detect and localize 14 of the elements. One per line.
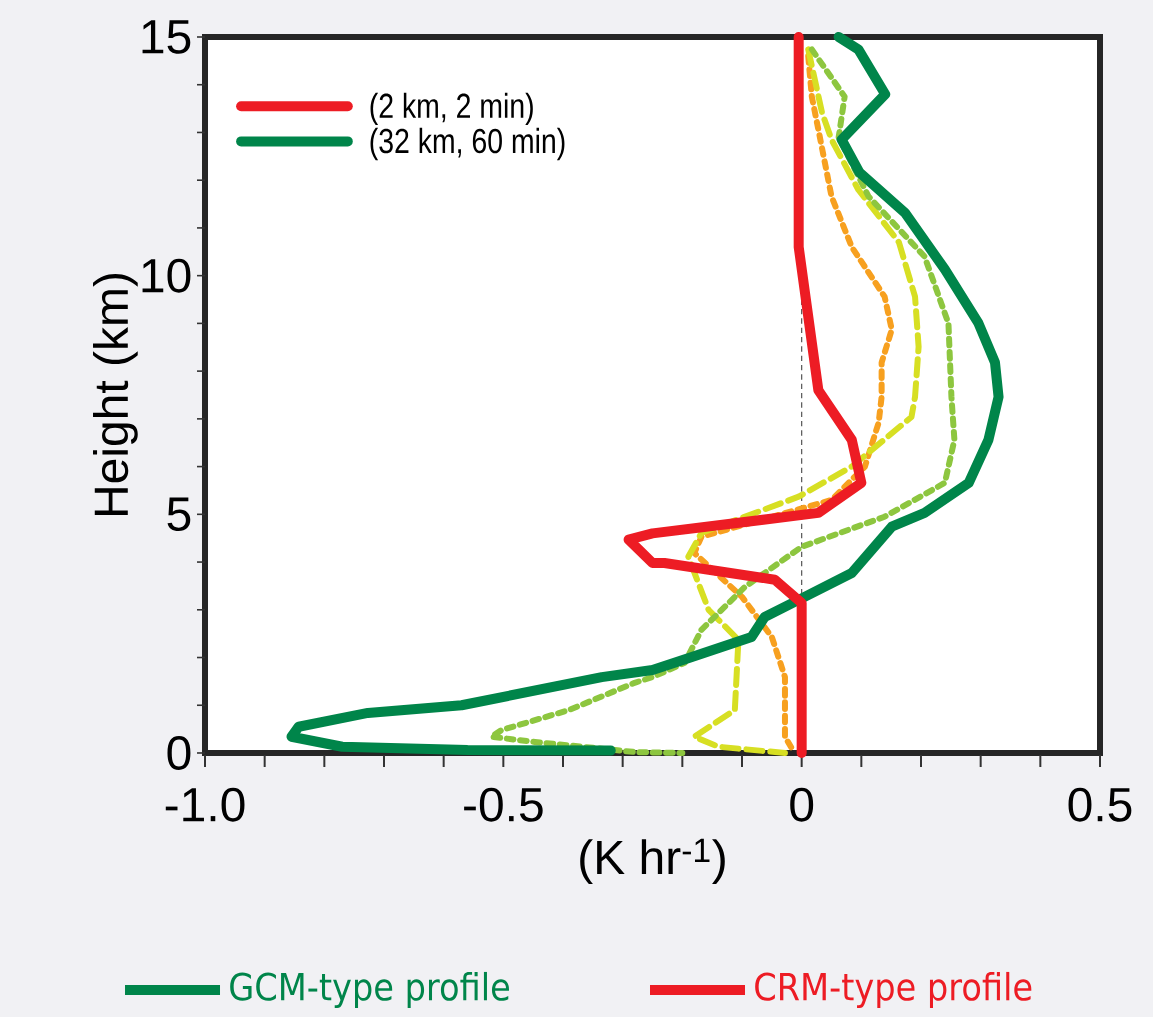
text: CRM-type profile (755, 971, 1032, 1009)
legend-label: (32 km, 60 min) (370, 127, 565, 161)
x-tick-label: 0.5 (1068, 787, 1132, 822)
y-tick-label: 5 (167, 497, 191, 532)
y-tick-label: 15 (142, 20, 191, 54)
x-tick-label: -0.5 (464, 787, 543, 822)
legend-label: (2 km, 2 min) (370, 92, 533, 126)
y-tick-label: 0 (167, 736, 191, 770)
y-axis-title: Height (km) (93, 274, 138, 516)
y-tick-label: 10 (142, 258, 191, 293)
x-tick-label: -1.0 (165, 787, 245, 822)
text: GCM-type profile (230, 971, 509, 1009)
x-axis-title: (K hr$^{-1}$) (580, 838, 725, 884)
x-tick-label: 0 (790, 787, 814, 822)
